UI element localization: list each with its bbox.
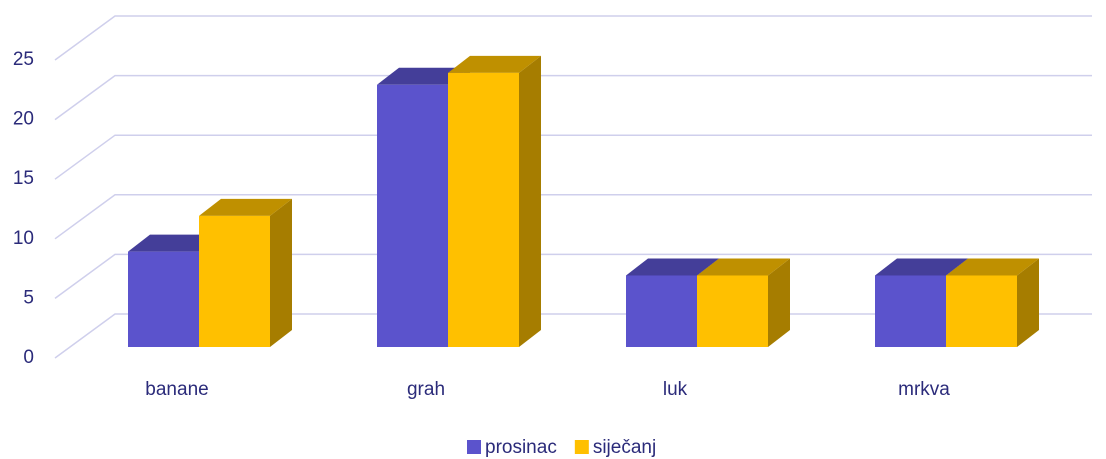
legend-swatch — [574, 440, 589, 454]
x-tick-label: luk — [663, 379, 688, 400]
bar-face — [697, 258, 790, 276]
x-tick-label: mrkva — [898, 379, 950, 400]
bar-face — [519, 55, 541, 348]
y-tick-label: 25 — [13, 49, 34, 70]
bar — [697, 258, 790, 347]
bar-face — [128, 234, 221, 252]
bar-face — [128, 251, 199, 347]
bar-face — [1017, 258, 1039, 347]
bar — [946, 258, 1039, 347]
bar-face — [626, 275, 697, 347]
grid-line — [54, 253, 1092, 300]
bar-face — [448, 72, 519, 347]
grid-line — [54, 134, 1092, 180]
y-tick-label: 0 — [23, 347, 34, 368]
bar-face — [270, 198, 292, 347]
legend-swatch — [467, 440, 481, 454]
y-tick-label: 20 — [13, 109, 34, 130]
bar-face — [697, 275, 768, 347]
grid-line — [54, 74, 1092, 121]
y-tick-label: 5 — [23, 287, 34, 308]
bar-face — [875, 258, 968, 276]
x-tick-label: grah — [407, 379, 445, 400]
y-tick-label: 10 — [13, 228, 34, 249]
y-tick-label: 15 — [13, 168, 34, 189]
bar-face — [199, 198, 292, 216]
grid-line — [54, 194, 1092, 240]
bar-face — [875, 275, 946, 347]
bar-face — [768, 258, 790, 347]
bar-face — [946, 275, 1017, 347]
legend-label: prosinac — [485, 437, 557, 458]
bar-face — [448, 55, 541, 73]
bar-face — [377, 84, 448, 347]
bar-face — [377, 67, 470, 85]
bar — [448, 55, 541, 348]
legend-label: siječanj — [593, 437, 656, 458]
bar-face — [946, 258, 1039, 276]
bar — [199, 198, 292, 347]
grid-line — [54, 15, 1092, 61]
x-tick-label: banane — [145, 379, 208, 400]
bar-face — [626, 258, 719, 276]
bar-face — [199, 215, 270, 347]
